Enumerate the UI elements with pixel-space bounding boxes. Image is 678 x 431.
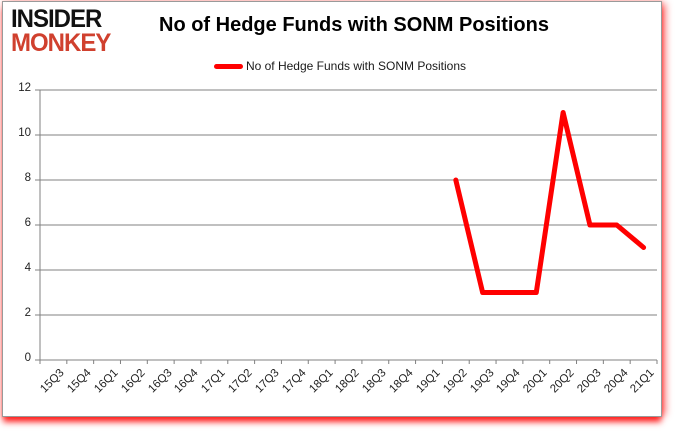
chart-title: No of Hedge Funds with SONM Positions [159,14,549,36]
y-axis-tick-label: 12 [18,82,31,94]
legend: No of Hedge Funds with SONM Positions [11,59,669,73]
legend-line-marker [213,63,243,69]
data-line [453,110,647,295]
y-axis-tick-label: 2 [24,307,31,319]
insider-monkey-logo: INSIDER MONKEY [11,4,111,58]
legend-label: No of Hedge Funds with SONM Positions [245,59,467,73]
y-axis-tick-label: 10 [18,127,31,139]
y-axis-tick-label: 6 [24,217,31,229]
plot-svg [35,89,658,364]
logo-text-monkey: MONKEY [11,29,111,58]
y-axis-tick-label: 8 [24,172,31,184]
y-axis-tick-label: 0 [24,352,31,364]
chart-frame: INSIDER MONKEY No of Hedge Funds with SO… [2,1,662,417]
y-axis-tick-label: 4 [24,262,31,274]
logo-text-insider: INSIDER [11,4,102,34]
